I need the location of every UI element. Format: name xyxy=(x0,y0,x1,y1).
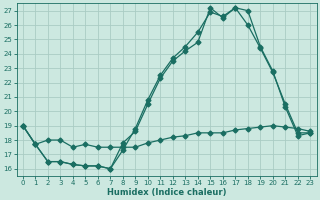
X-axis label: Humidex (Indice chaleur): Humidex (Indice chaleur) xyxy=(107,188,226,197)
